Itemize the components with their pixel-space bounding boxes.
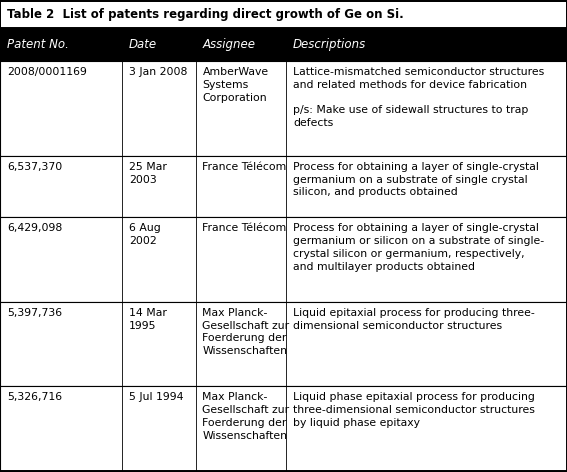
Text: Descriptions: Descriptions <box>293 38 366 51</box>
Text: 3 Jan 2008: 3 Jan 2008 <box>129 67 187 77</box>
Text: Liquid epitaxial process for producing three-
dimensional semiconductor structur: Liquid epitaxial process for producing t… <box>293 308 535 330</box>
Text: 5 Jul 1994: 5 Jul 1994 <box>129 392 183 402</box>
Bar <box>0 156 567 217</box>
Text: 14 Mar
1995: 14 Mar 1995 <box>129 308 167 330</box>
Text: Max Planck-
Gesellschaft zur
Foerderung der
Wissenschaften: Max Planck- Gesellschaft zur Foerderung … <box>202 392 290 441</box>
Bar <box>0 386 567 471</box>
Text: 6,429,098: 6,429,098 <box>7 223 62 233</box>
Text: Process for obtaining a layer of single-crystal
germanium or silicon on a substr: Process for obtaining a layer of single-… <box>293 223 544 271</box>
Bar <box>0 27 567 61</box>
Bar <box>0 217 567 302</box>
Text: 5,326,716: 5,326,716 <box>7 392 62 402</box>
Text: Table 2  List of patents regarding direct growth of Ge on Si.: Table 2 List of patents regarding direct… <box>7 8 404 21</box>
Text: Date: Date <box>129 38 157 51</box>
Text: 5,397,736: 5,397,736 <box>7 308 62 318</box>
Text: 6 Aug
2002: 6 Aug 2002 <box>129 223 160 246</box>
Text: 2008/0001169: 2008/0001169 <box>7 67 87 77</box>
Bar <box>0 302 567 386</box>
Text: Process for obtaining a layer of single-crystal
germanium on a substrate of sing: Process for obtaining a layer of single-… <box>293 162 539 197</box>
Bar <box>0 61 567 156</box>
Text: Patent No.: Patent No. <box>7 38 69 51</box>
Text: 25 Mar
2003: 25 Mar 2003 <box>129 162 167 185</box>
Text: 6,537,370: 6,537,370 <box>7 162 62 172</box>
Text: Max Planck-
Gesellschaft zur
Foerderung der
Wissenschaften: Max Planck- Gesellschaft zur Foerderung … <box>202 308 290 356</box>
Text: Assignee: Assignee <box>202 38 255 51</box>
Text: France Télécom: France Télécom <box>202 162 287 172</box>
Text: Liquid phase epitaxial process for producing
three-dimensional semiconductor str: Liquid phase epitaxial process for produ… <box>293 392 535 428</box>
Text: France Télécom: France Télécom <box>202 223 287 233</box>
Text: Lattice-mismatched semiconductor structures
and related methods for device fabri: Lattice-mismatched semiconductor structu… <box>293 67 544 128</box>
Text: AmberWave
Systems
Corporation: AmberWave Systems Corporation <box>202 67 269 102</box>
Bar <box>0 1 567 27</box>
